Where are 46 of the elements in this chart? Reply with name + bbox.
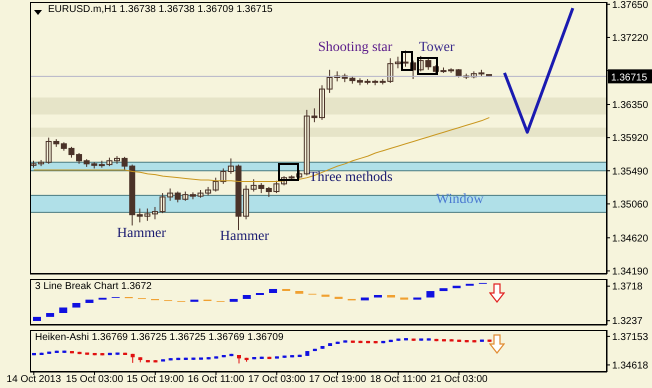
x-tick-label: 14 Oct 2013 [6,374,62,385]
annotation: Window [436,192,484,208]
y-tick-label: 1.35920 [612,133,649,144]
x-tick-label: 17 Oct 19:00 [308,374,367,385]
annotation: Three methods [309,170,393,186]
y-tick-label: 1.37650 [612,0,649,11]
bar [440,288,448,292]
annotation: Tower [419,40,455,56]
bar [85,300,94,303]
x-tick-label: 18 Oct 11:00 [370,374,427,385]
y-tick-label: 1.36350 [612,100,649,112]
chart-title: EURUSD.m,H1 1.36738 1.36738 1.36709 1.36715 [48,4,273,15]
bar [230,298,238,302]
bar [33,316,41,321]
bar [374,295,382,298]
x-tick-label: 15 Oct 19:00 [126,374,184,385]
y-tick-label: 1.34618 [612,360,649,372]
bar [59,308,68,314]
bar [72,302,80,308]
y-tick-label: 1.34190 [612,266,649,278]
y-tick-label: 1.37220 [612,32,649,44]
chart-title: 3 Line Break Chart 1.3672 [35,281,152,292]
bar [256,292,264,296]
bar [360,298,369,300]
y-tick-label: 1.3718 [612,282,644,293]
bar [242,295,251,299]
x-tick-label: 15 Oct 03:00 [66,374,124,385]
y-tick-label: 1.35490 [612,166,649,178]
annotation: Shooting star [318,40,392,56]
bar [269,288,278,293]
x-tick-label: 17 Oct 03:00 [248,374,306,385]
annotation: Hammer [220,229,269,245]
annotation: Hammer [117,226,166,242]
y-tick-label: 1.3237 [612,316,644,328]
y-tick-label: 1.35060 [612,199,649,210]
x-tick-label: 16 Oct 11:00 [188,374,245,385]
y-tick-label: 1.34620 [612,233,649,244]
bar [387,295,396,298]
ref-line-label: 1.36715 [611,72,648,84]
chart-title: Heiken-Ashi 1.36769 1.36725 1.36725 1.36769 1.36709 [35,332,284,343]
x-tick-label: 21 Oct 03:00 [430,374,488,385]
y-tick-label: 1.37153 [612,332,649,343]
bar [46,313,54,317]
bar [452,286,461,288]
bar [295,290,304,294]
bar [426,291,434,298]
